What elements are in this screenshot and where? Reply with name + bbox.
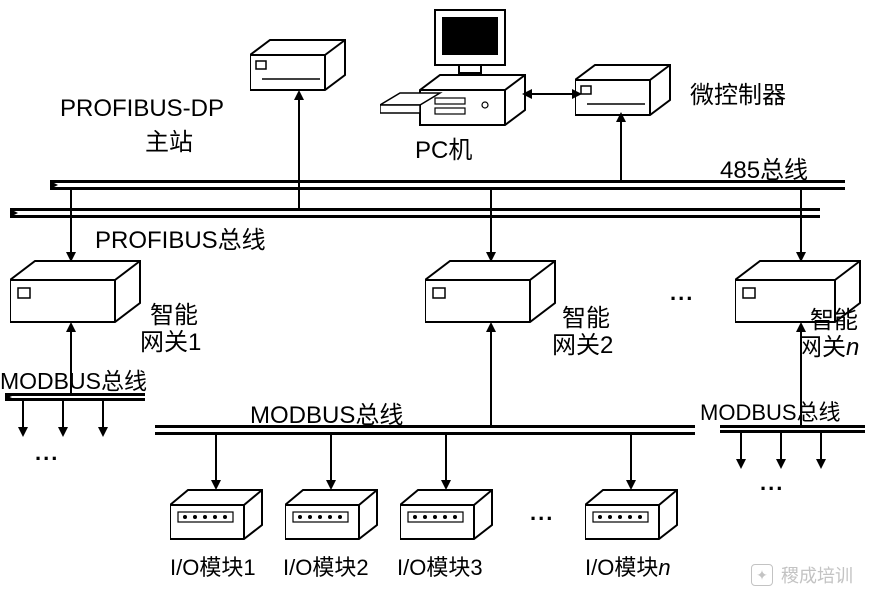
gateway2-drop (490, 190, 492, 260)
profibus-master-device (250, 35, 350, 95)
io2-drop (330, 435, 332, 485)
bus-485-term-l (50, 181, 58, 189)
g2-to-modbus (490, 325, 492, 425)
io-module-3 (400, 487, 495, 542)
modbus-left-label: MODBUS总线 (0, 362, 147, 396)
microcontroller-device (575, 60, 675, 120)
bus-profibus-term-l (10, 209, 18, 217)
io1-drop (215, 435, 217, 485)
bus-485 (50, 180, 845, 190)
io2-label: I/O模块2 (283, 550, 369, 582)
modbus-right-dots: ... (760, 470, 784, 496)
microcontroller-label: 微控制器 (690, 75, 786, 110)
mr-a2 (776, 459, 786, 469)
master-drop (298, 95, 300, 210)
gateway2-drop-arrow (486, 252, 496, 262)
io1-label: I/O模块1 (170, 550, 256, 582)
micro-drop-arrow (616, 112, 626, 122)
modbus-right-label: MODBUS总线 (700, 395, 841, 427)
gatewayn-drop-arrow (796, 252, 806, 262)
io-ellipsis: ... (530, 500, 554, 526)
ml-a2 (58, 427, 68, 437)
wechat-icon: ✦ (751, 564, 773, 586)
gn-to-modbus (800, 325, 802, 425)
pc-device (380, 5, 530, 130)
ion-label: I/O模块n (585, 550, 671, 582)
master-drop-arrow (294, 90, 304, 100)
gatewayn-drop (800, 190, 802, 260)
watermark: ✦ 稷成培训 (751, 562, 853, 588)
io-module-2 (285, 487, 380, 542)
io3-drop (445, 435, 447, 485)
io-module-n (585, 487, 680, 542)
profibus-master-label-2: 主站 (145, 122, 193, 157)
bus-profibus (10, 208, 820, 218)
profibus-master-label-1: PROFIBUS-DP (60, 95, 224, 123)
modbus-mid-bus (155, 425, 695, 435)
gateway1-drop (70, 190, 72, 260)
g2-to-modbus-arrow (486, 322, 496, 332)
g1-to-modbus-arrow (66, 322, 76, 332)
watermark-text: 稷成培训 (781, 562, 853, 588)
ml-a3 (98, 427, 108, 437)
profibus-bus-label: PROFIBUS总线 (95, 220, 266, 255)
io-module-1 (170, 487, 265, 542)
pc-micro-arrow-right (572, 89, 582, 99)
pc-micro-link (530, 93, 575, 95)
modbus-left-dots: ... (35, 440, 59, 466)
gateways-ellipsis: ... (670, 280, 694, 306)
micro-drop (620, 118, 622, 182)
ml-a1 (18, 427, 28, 437)
mr-a1 (736, 459, 746, 469)
io3-label: I/O模块3 (397, 550, 483, 582)
gn-to-modbus-arrow (796, 322, 806, 332)
pc-micro-arrow-left (522, 89, 532, 99)
gateway-1 (10, 258, 145, 328)
modbus-right-bus (720, 425, 865, 433)
pc-label: PC机 (415, 130, 472, 165)
gatewayn-label-2: 网关n (798, 327, 859, 362)
ion-drop (630, 435, 632, 485)
gateway1-drop-arrow (66, 252, 76, 262)
gateway-2 (425, 258, 560, 328)
gateway2-label-2: 网关2 (552, 325, 613, 360)
modbus-left-term (5, 394, 12, 400)
g1-to-modbus (70, 325, 72, 393)
mr-a3 (816, 459, 826, 469)
gateway1-label-2: 网关1 (140, 322, 201, 357)
modbus-left-bus (5, 393, 145, 401)
